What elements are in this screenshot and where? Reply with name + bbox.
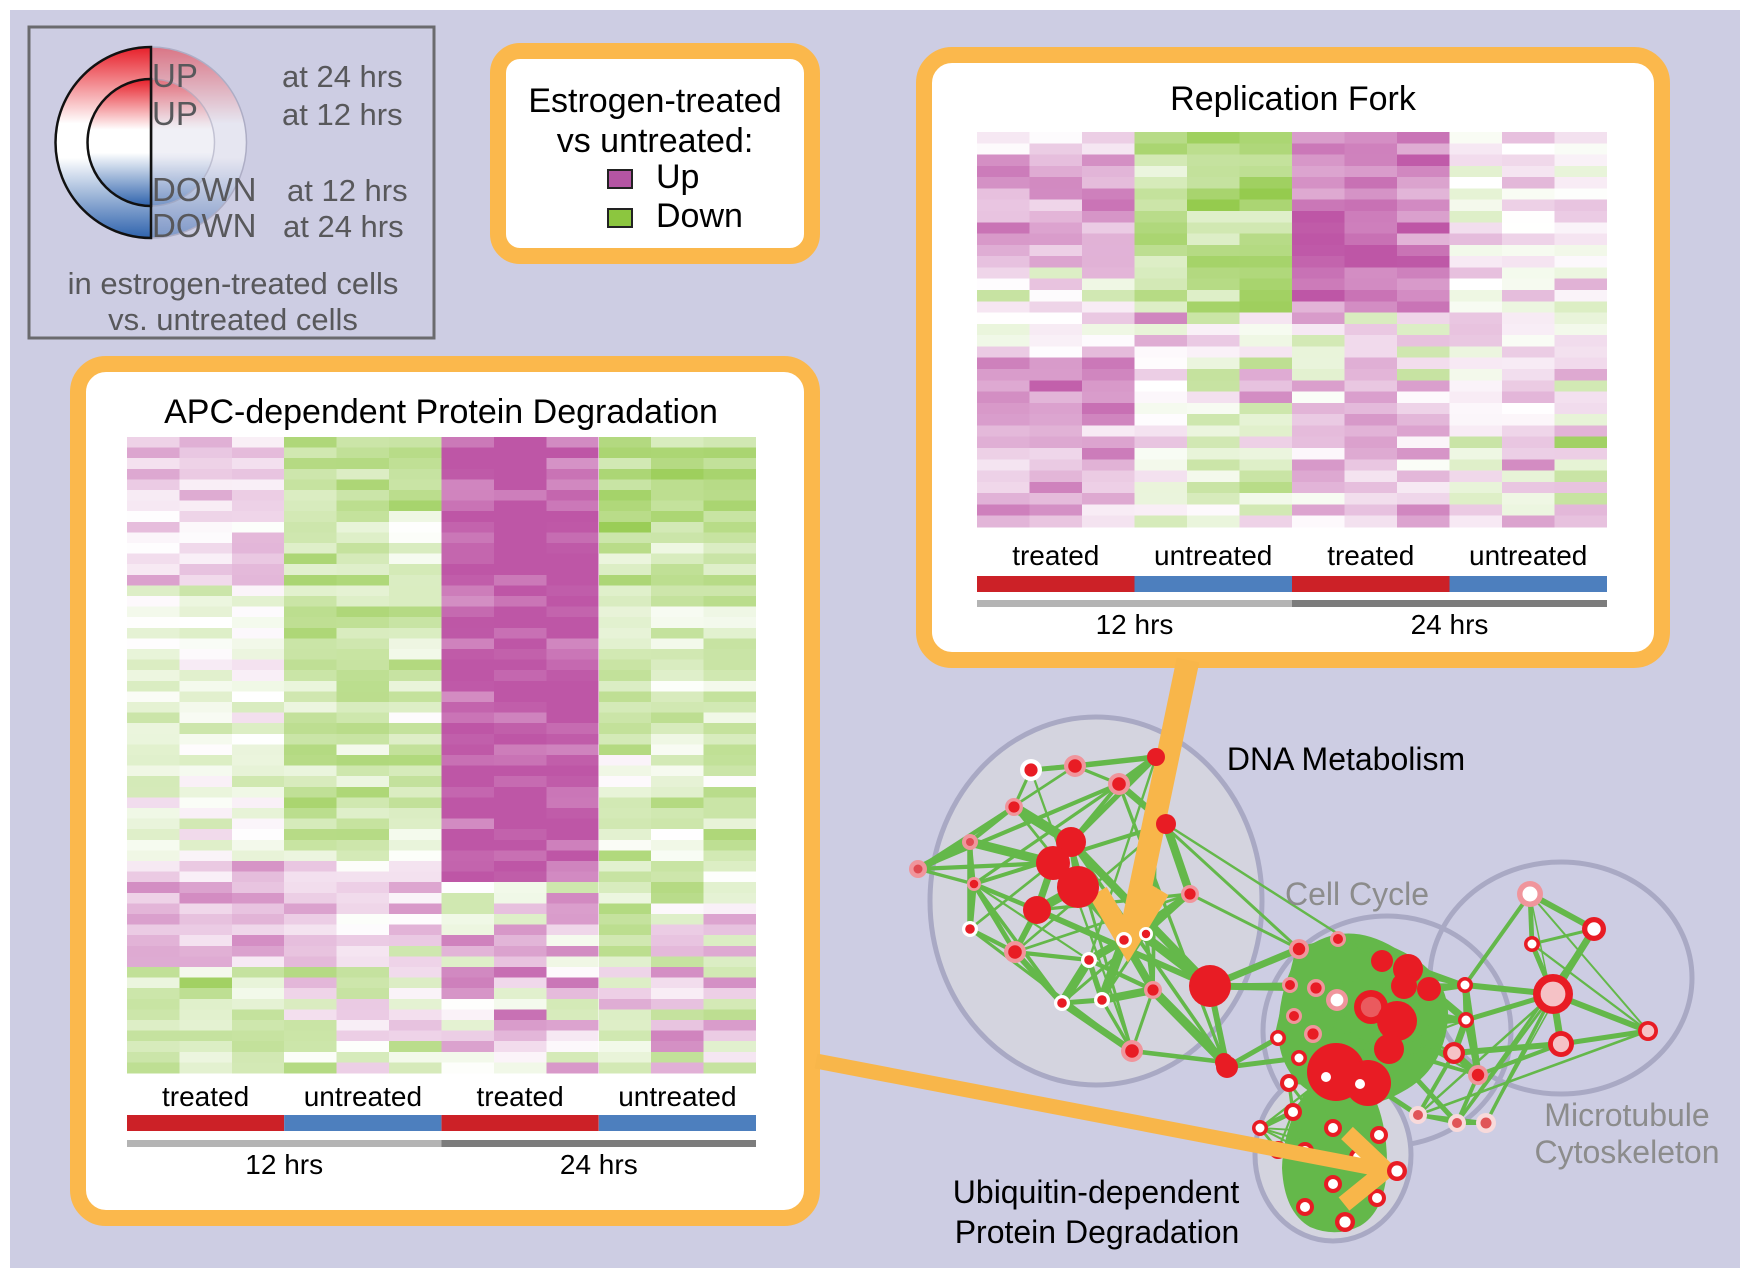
svg-text:Estrogen-treated: Estrogen-treated xyxy=(528,82,781,120)
svg-text:untreated: untreated xyxy=(1154,540,1272,571)
svg-text:vs. untreated cells: vs. untreated cells xyxy=(108,302,358,337)
svg-text:Up: Up xyxy=(656,158,699,196)
svg-text:12 hrs: 12 hrs xyxy=(245,1149,323,1180)
svg-text:in estrogen-treated cells: in estrogen-treated cells xyxy=(68,266,399,301)
svg-text:Protein Degradation: Protein Degradation xyxy=(955,1214,1240,1250)
svg-text:DNA Metabolism: DNA Metabolism xyxy=(1227,741,1465,777)
svg-text:at 12 hrs: at 12 hrs xyxy=(287,173,408,208)
svg-text:DOWN: DOWN xyxy=(152,207,256,244)
svg-text:at 24 hrs: at 24 hrs xyxy=(283,209,404,244)
svg-text:vs untreated:: vs untreated: xyxy=(557,122,754,160)
svg-text:at 12 hrs: at 12 hrs xyxy=(282,97,403,132)
svg-text:Cell Cycle: Cell Cycle xyxy=(1285,876,1429,912)
svg-text:Down: Down xyxy=(656,197,743,235)
svg-text:UP: UP xyxy=(152,57,198,94)
svg-text:24 hrs: 24 hrs xyxy=(560,1149,638,1180)
svg-text:DOWN: DOWN xyxy=(152,171,256,208)
svg-text:at 24 hrs: at 24 hrs xyxy=(282,59,403,94)
svg-text:untreated: untreated xyxy=(1469,540,1587,571)
svg-text:Cytoskeleton: Cytoskeleton xyxy=(1535,1134,1720,1170)
svg-text:treated: treated xyxy=(162,1081,249,1112)
svg-text:treated: treated xyxy=(1012,540,1099,571)
svg-text:Microtubule: Microtubule xyxy=(1544,1097,1709,1133)
svg-text:untreated: untreated xyxy=(304,1081,422,1112)
svg-text:Replication Fork: Replication Fork xyxy=(1170,80,1417,118)
svg-text:UP: UP xyxy=(152,95,198,132)
svg-text:treated: treated xyxy=(1327,540,1414,571)
svg-text:untreated: untreated xyxy=(618,1081,736,1112)
svg-text:Ubiquitin-dependent: Ubiquitin-dependent xyxy=(953,1174,1240,1210)
svg-text:24 hrs: 24 hrs xyxy=(1411,609,1489,640)
svg-text:treated: treated xyxy=(477,1081,564,1112)
svg-text:12 hrs: 12 hrs xyxy=(1096,609,1174,640)
svg-text:APC-dependent Protein Degradat: APC-dependent Protein Degradation xyxy=(164,393,718,431)
